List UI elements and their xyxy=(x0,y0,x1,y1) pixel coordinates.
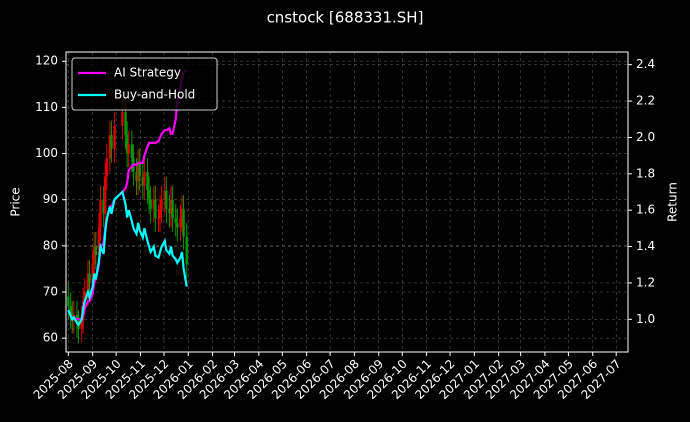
candle-body xyxy=(149,199,152,209)
y-tick-label: 120 xyxy=(35,54,58,68)
candle-body xyxy=(83,292,87,302)
y-tick-label: 80 xyxy=(43,238,58,252)
candle-body xyxy=(69,305,72,316)
candle-body xyxy=(130,144,134,159)
candle-body xyxy=(182,208,185,237)
candle-body xyxy=(88,273,91,283)
candle-body xyxy=(77,324,80,329)
candle-body xyxy=(136,162,140,182)
y2-tick-label: 2.0 xyxy=(636,130,655,144)
candle-body xyxy=(113,125,116,149)
candle-body xyxy=(163,190,166,200)
candle-body xyxy=(121,112,124,126)
candle-body xyxy=(165,190,168,209)
candle-body xyxy=(169,199,173,214)
y-tick-label: 110 xyxy=(35,100,58,114)
candle-body xyxy=(185,236,188,265)
y2-tick-label: 1.6 xyxy=(636,203,655,217)
candle-body xyxy=(94,245,97,256)
candle-body xyxy=(108,135,112,159)
series-line xyxy=(67,189,188,327)
y-axis-label: Price xyxy=(9,187,23,216)
legend-box xyxy=(71,57,218,111)
y2-tick-label: 1.4 xyxy=(636,239,655,253)
candle-body xyxy=(105,158,108,177)
candle-body xyxy=(102,199,105,214)
candle-body xyxy=(135,172,138,182)
candle-body xyxy=(93,245,96,265)
candle-body xyxy=(97,227,101,256)
candle-body xyxy=(180,208,184,219)
legend-label: AI Strategy xyxy=(114,66,181,80)
candle-body xyxy=(138,162,141,177)
candle-body xyxy=(154,199,157,219)
candle-body xyxy=(80,319,83,329)
y-tick-label: 60 xyxy=(43,331,58,345)
candle-body xyxy=(110,135,113,149)
candle-body xyxy=(143,172,146,186)
y-tick-label: 70 xyxy=(43,285,58,299)
y2-tick-label: 1.2 xyxy=(636,275,655,289)
y2-tick-label: 1.0 xyxy=(636,312,655,326)
candle-body xyxy=(171,199,174,219)
legend-label: Buy-and-Hold xyxy=(114,88,195,102)
candle-body xyxy=(125,135,129,154)
candle-body xyxy=(176,222,179,228)
candle-body xyxy=(99,199,102,228)
candle-body xyxy=(91,264,94,283)
y-tick-label: 90 xyxy=(43,192,58,206)
y2-tick-label: 1.8 xyxy=(636,166,655,180)
candle-body xyxy=(146,172,149,191)
candle-body xyxy=(67,296,70,306)
y2-tick-label: 2.2 xyxy=(636,94,655,108)
candle-body xyxy=(147,190,151,200)
candle-body xyxy=(158,208,162,219)
candle-body xyxy=(152,199,155,209)
candle-body xyxy=(168,208,171,214)
chart-title: cnstock [688331.SH] xyxy=(267,9,424,27)
candle-body xyxy=(157,218,160,219)
plot-frame xyxy=(65,51,629,353)
candle-body xyxy=(86,273,90,292)
y2-axis-label: Return xyxy=(666,182,680,222)
candle-body xyxy=(103,176,107,214)
candle-body xyxy=(160,199,163,209)
series-line xyxy=(67,69,188,322)
candle-body xyxy=(127,144,130,154)
y2-tick-label: 2.4 xyxy=(636,57,655,71)
candle-body xyxy=(124,112,127,136)
candle-body xyxy=(179,218,182,228)
candle-body xyxy=(174,218,177,223)
y-tick-label: 100 xyxy=(35,146,58,160)
candle-body xyxy=(141,176,145,186)
